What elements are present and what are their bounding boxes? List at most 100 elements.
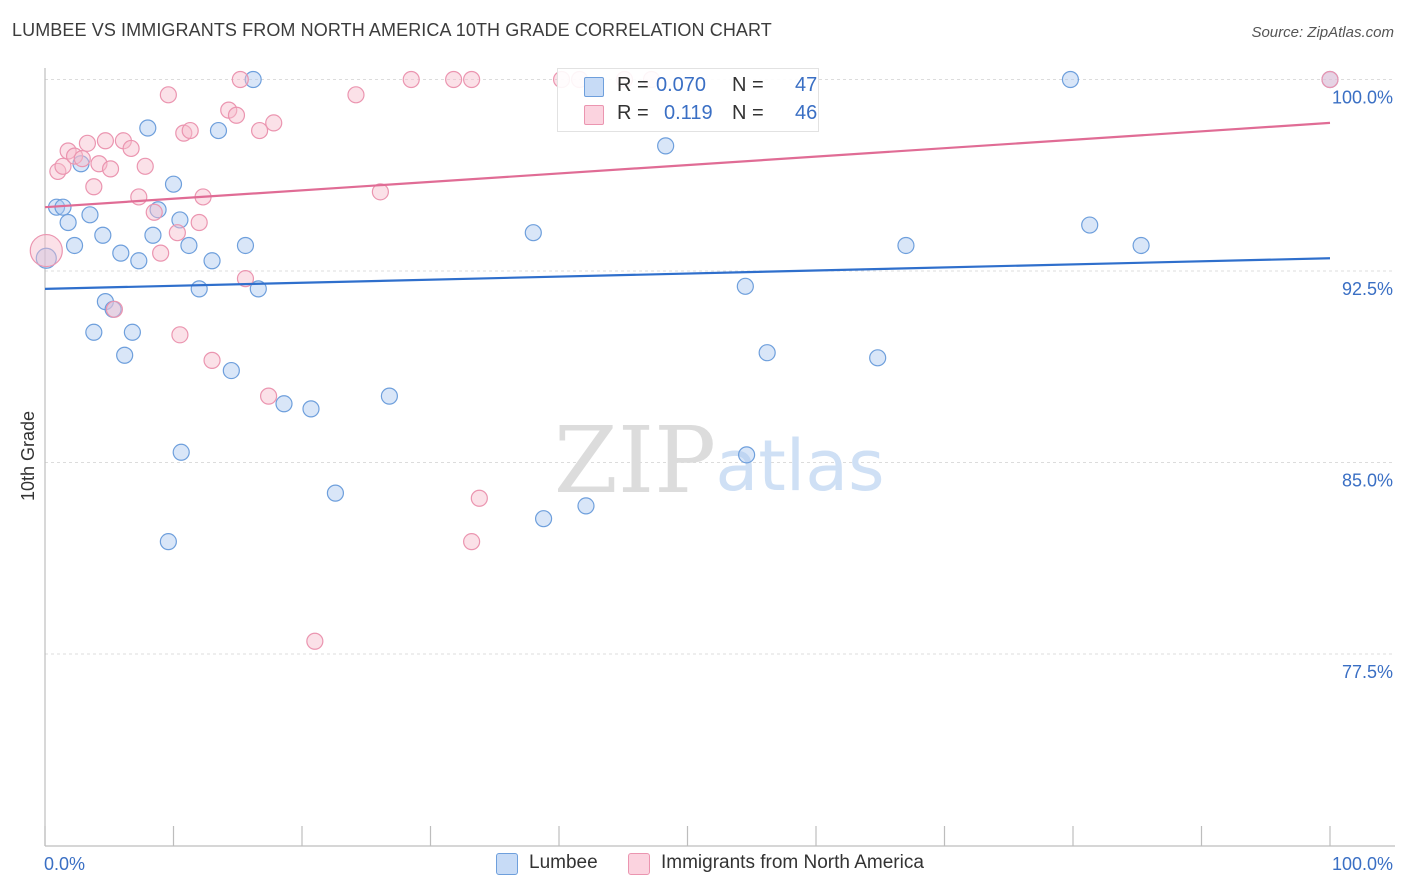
lumbee-point [524, 224, 542, 242]
immigrants-point [445, 70, 463, 89]
lumbee-point [180, 236, 198, 255]
lumbee-point [172, 443, 190, 461]
lumbee-point [59, 213, 77, 232]
lumbee-point [159, 533, 177, 551]
correlation-legend: R = 0.070 N = 47 R = 0.119 N = 46 [557, 68, 819, 132]
immigrants-point [130, 188, 148, 206]
immigrants-point [231, 70, 249, 89]
lumbee-point [534, 510, 553, 528]
immigrants-point [236, 270, 255, 288]
immigrants-point [168, 224, 186, 242]
lumbee-point [190, 280, 208, 298]
series-swatch-immigrants [628, 853, 650, 875]
immigrants-point [171, 326, 189, 344]
immigrants-point [227, 106, 246, 124]
series-legend-label: Immigrants from North America [661, 852, 924, 873]
y-tick-label: 85.0% [1342, 471, 1393, 491]
immigrants-point [152, 244, 170, 262]
lumbee-point [275, 395, 293, 413]
legend-r-label: R = [617, 102, 649, 124]
immigrants-point [159, 86, 177, 104]
lumbee-trend-line [44, 257, 1331, 290]
lumbee-point [1081, 216, 1099, 234]
lumbee-point [81, 206, 99, 224]
series-legend-label: Lumbee [529, 852, 598, 873]
lumbee-point [736, 277, 754, 295]
immigrants-point [203, 351, 221, 369]
lumbee-point [380, 387, 398, 405]
y-tick-label: 92.5% [1342, 279, 1393, 299]
immigrants-point [85, 178, 103, 196]
chart-title: LUMBEE VS IMMIGRANTS FROM NORTH AMERICA … [12, 20, 772, 40]
x-tick-label: 100.0% [1332, 854, 1393, 874]
lumbee-point [738, 446, 756, 464]
lumbee-point [112, 244, 130, 262]
immigrants-point [73, 150, 91, 168]
data-points [29, 70, 1339, 650]
lumbee-point [65, 236, 84, 255]
immigrants-point [96, 132, 114, 150]
legend-n-value: 47 [795, 74, 818, 96]
tick-labels: 77.5% 85.0% 92.5% 100.0% 0.0% 100.0% [44, 88, 1393, 875]
lumbee-point [302, 400, 320, 418]
lumbee-point [236, 236, 255, 255]
immigrants-point [371, 183, 389, 201]
y-tick-label: 77.5% [1342, 662, 1393, 682]
watermark-atlas: atlas [715, 425, 884, 507]
lumbee-point [94, 226, 112, 244]
immigrants-point [250, 121, 269, 140]
lumbee-point [35, 247, 57, 269]
legend-swatch-immigrants [584, 105, 604, 125]
lumbee-point [222, 361, 240, 380]
immigrants-point [29, 233, 63, 268]
legend-r-label: R = [617, 74, 649, 96]
lumbee-point [758, 344, 776, 362]
lumbee-point [209, 121, 228, 140]
lumbee-point [130, 252, 148, 270]
legend-swatch-lumbee [584, 77, 604, 97]
trend-lines [44, 121, 1331, 290]
lumbee-point [171, 211, 189, 229]
immigrants-trend-line [44, 121, 1331, 209]
immigrants-point [470, 489, 488, 507]
immigrants-point [259, 387, 278, 405]
lumbee-point [1132, 236, 1150, 255]
chart-source: Source: ZipAtlas.com [1251, 24, 1394, 41]
immigrants-point [122, 139, 140, 158]
immigrants-point [54, 157, 72, 175]
lumbee-point [244, 70, 262, 89]
immigrants-point [463, 533, 481, 551]
lumbee-point [577, 497, 595, 515]
lumbee-point [139, 119, 157, 137]
immigrants-point [49, 162, 67, 181]
lumbee-point [203, 252, 221, 270]
lumbee-point [144, 226, 162, 244]
y-axis-label: 10th Grade [18, 411, 38, 501]
watermark-zip: ZIP [554, 407, 716, 514]
lumbee-point [85, 323, 103, 341]
series-swatch-lumbee [496, 853, 518, 875]
lumbee-point [123, 323, 141, 341]
lumbee-point [116, 346, 134, 364]
lumbee-point [897, 236, 915, 255]
immigrants-point [402, 70, 420, 89]
y-tick-label: 100.0% [1332, 88, 1393, 108]
lumbee-point [164, 175, 183, 193]
immigrants-point [181, 121, 199, 140]
immigrants-point [105, 300, 123, 318]
series-legend: Lumbee Immigrants from North America [0, 851, 1406, 877]
legend-r-value: 0.070 [656, 74, 707, 96]
lumbee-point [657, 137, 675, 155]
legend-r-value: 0.119 [664, 102, 713, 124]
lumbee-point [1061, 70, 1080, 89]
grid-lines [45, 79, 1395, 655]
lumbee-point [869, 349, 887, 367]
immigrants-point [306, 632, 324, 650]
legend-n-value: 46 [795, 102, 818, 124]
legend-n-label: N = [732, 74, 764, 96]
immigrants-point [190, 213, 208, 232]
axes [44, 68, 1395, 847]
immigrants-point [136, 157, 154, 175]
legend-n-label: N = [732, 102, 764, 124]
